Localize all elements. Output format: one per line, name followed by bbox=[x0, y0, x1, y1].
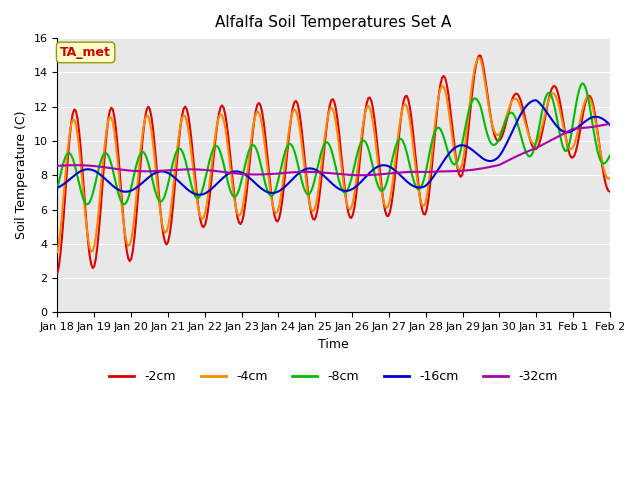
Text: TA_met: TA_met bbox=[60, 46, 111, 59]
Legend: -2cm, -4cm, -8cm, -16cm, -32cm: -2cm, -4cm, -8cm, -16cm, -32cm bbox=[104, 365, 563, 388]
Y-axis label: Soil Temperature (C): Soil Temperature (C) bbox=[15, 111, 28, 240]
Title: Alfalfa Soil Temperatures Set A: Alfalfa Soil Temperatures Set A bbox=[216, 15, 452, 30]
X-axis label: Time: Time bbox=[318, 337, 349, 351]
